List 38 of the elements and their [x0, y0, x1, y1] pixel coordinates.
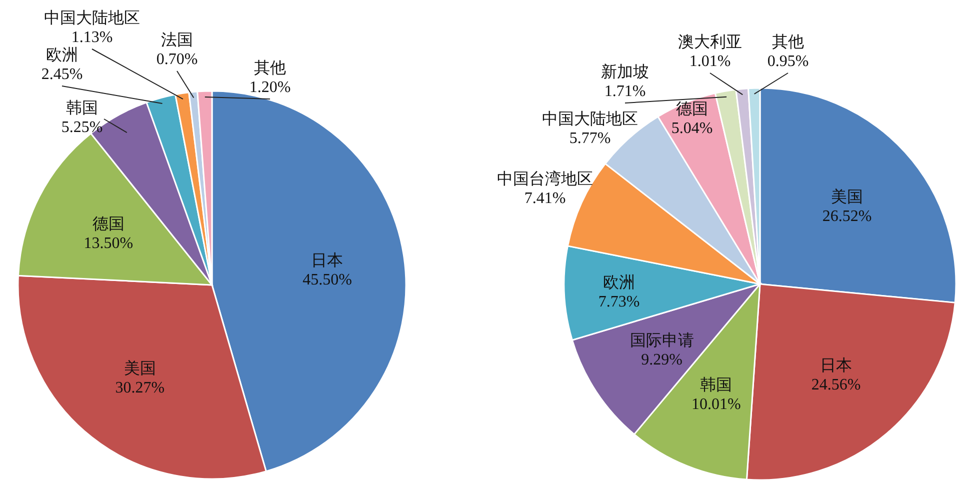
slice-label: 美国 — [124, 359, 156, 378]
data-label: 0.95% — [767, 53, 809, 70]
slice-label: 其他 — [772, 33, 804, 51]
data-label: 24.56% — [811, 376, 861, 394]
slice-label: 欧洲 — [46, 46, 78, 64]
slice-label: 日本 — [820, 356, 852, 375]
data-label: 10.01% — [691, 396, 741, 414]
data-label: 5.77% — [569, 130, 611, 147]
slice-label: 新加坡 — [601, 63, 649, 81]
data-label: 1.01% — [689, 53, 731, 70]
slice-label: 法国 — [161, 31, 193, 49]
slice-label: 韩国 — [700, 376, 732, 394]
slice-label: 日本 — [311, 252, 344, 270]
slice-label: 中国台湾地区 — [497, 170, 593, 188]
data-label: 26.52% — [822, 208, 872, 225]
data-label: 45.50% — [302, 272, 352, 289]
slice-label: 中国大陆地区 — [542, 110, 638, 128]
slice-label: 其他 — [254, 59, 286, 77]
data-label: 1.13% — [71, 29, 113, 46]
data-label: 2.45% — [41, 66, 83, 83]
slice-label: 澳大利亚 — [678, 33, 742, 51]
data-label: 30.27% — [115, 379, 165, 396]
data-label: 1.20% — [249, 79, 291, 96]
data-label: 5.25% — [61, 119, 103, 136]
slice-label: 欧洲 — [603, 274, 636, 292]
slice-label: 美国 — [831, 188, 864, 206]
data-label: 7.41% — [524, 190, 566, 207]
data-label: 9.29% — [641, 352, 682, 369]
slice-label: 中国大陆地区 — [44, 9, 140, 27]
data-label: 5.04% — [671, 120, 713, 137]
slice-label: 国际申请 — [630, 332, 694, 350]
slice-label: 韩国 — [66, 99, 98, 117]
data-label: 13.50% — [84, 235, 134, 252]
slice-label: 德国 — [676, 101, 708, 118]
slice-label: 德国 — [92, 216, 124, 234]
data-label: 7.73% — [598, 294, 640, 311]
data-label: 0.70% — [156, 51, 198, 68]
data-label: 1.71% — [604, 83, 646, 100]
